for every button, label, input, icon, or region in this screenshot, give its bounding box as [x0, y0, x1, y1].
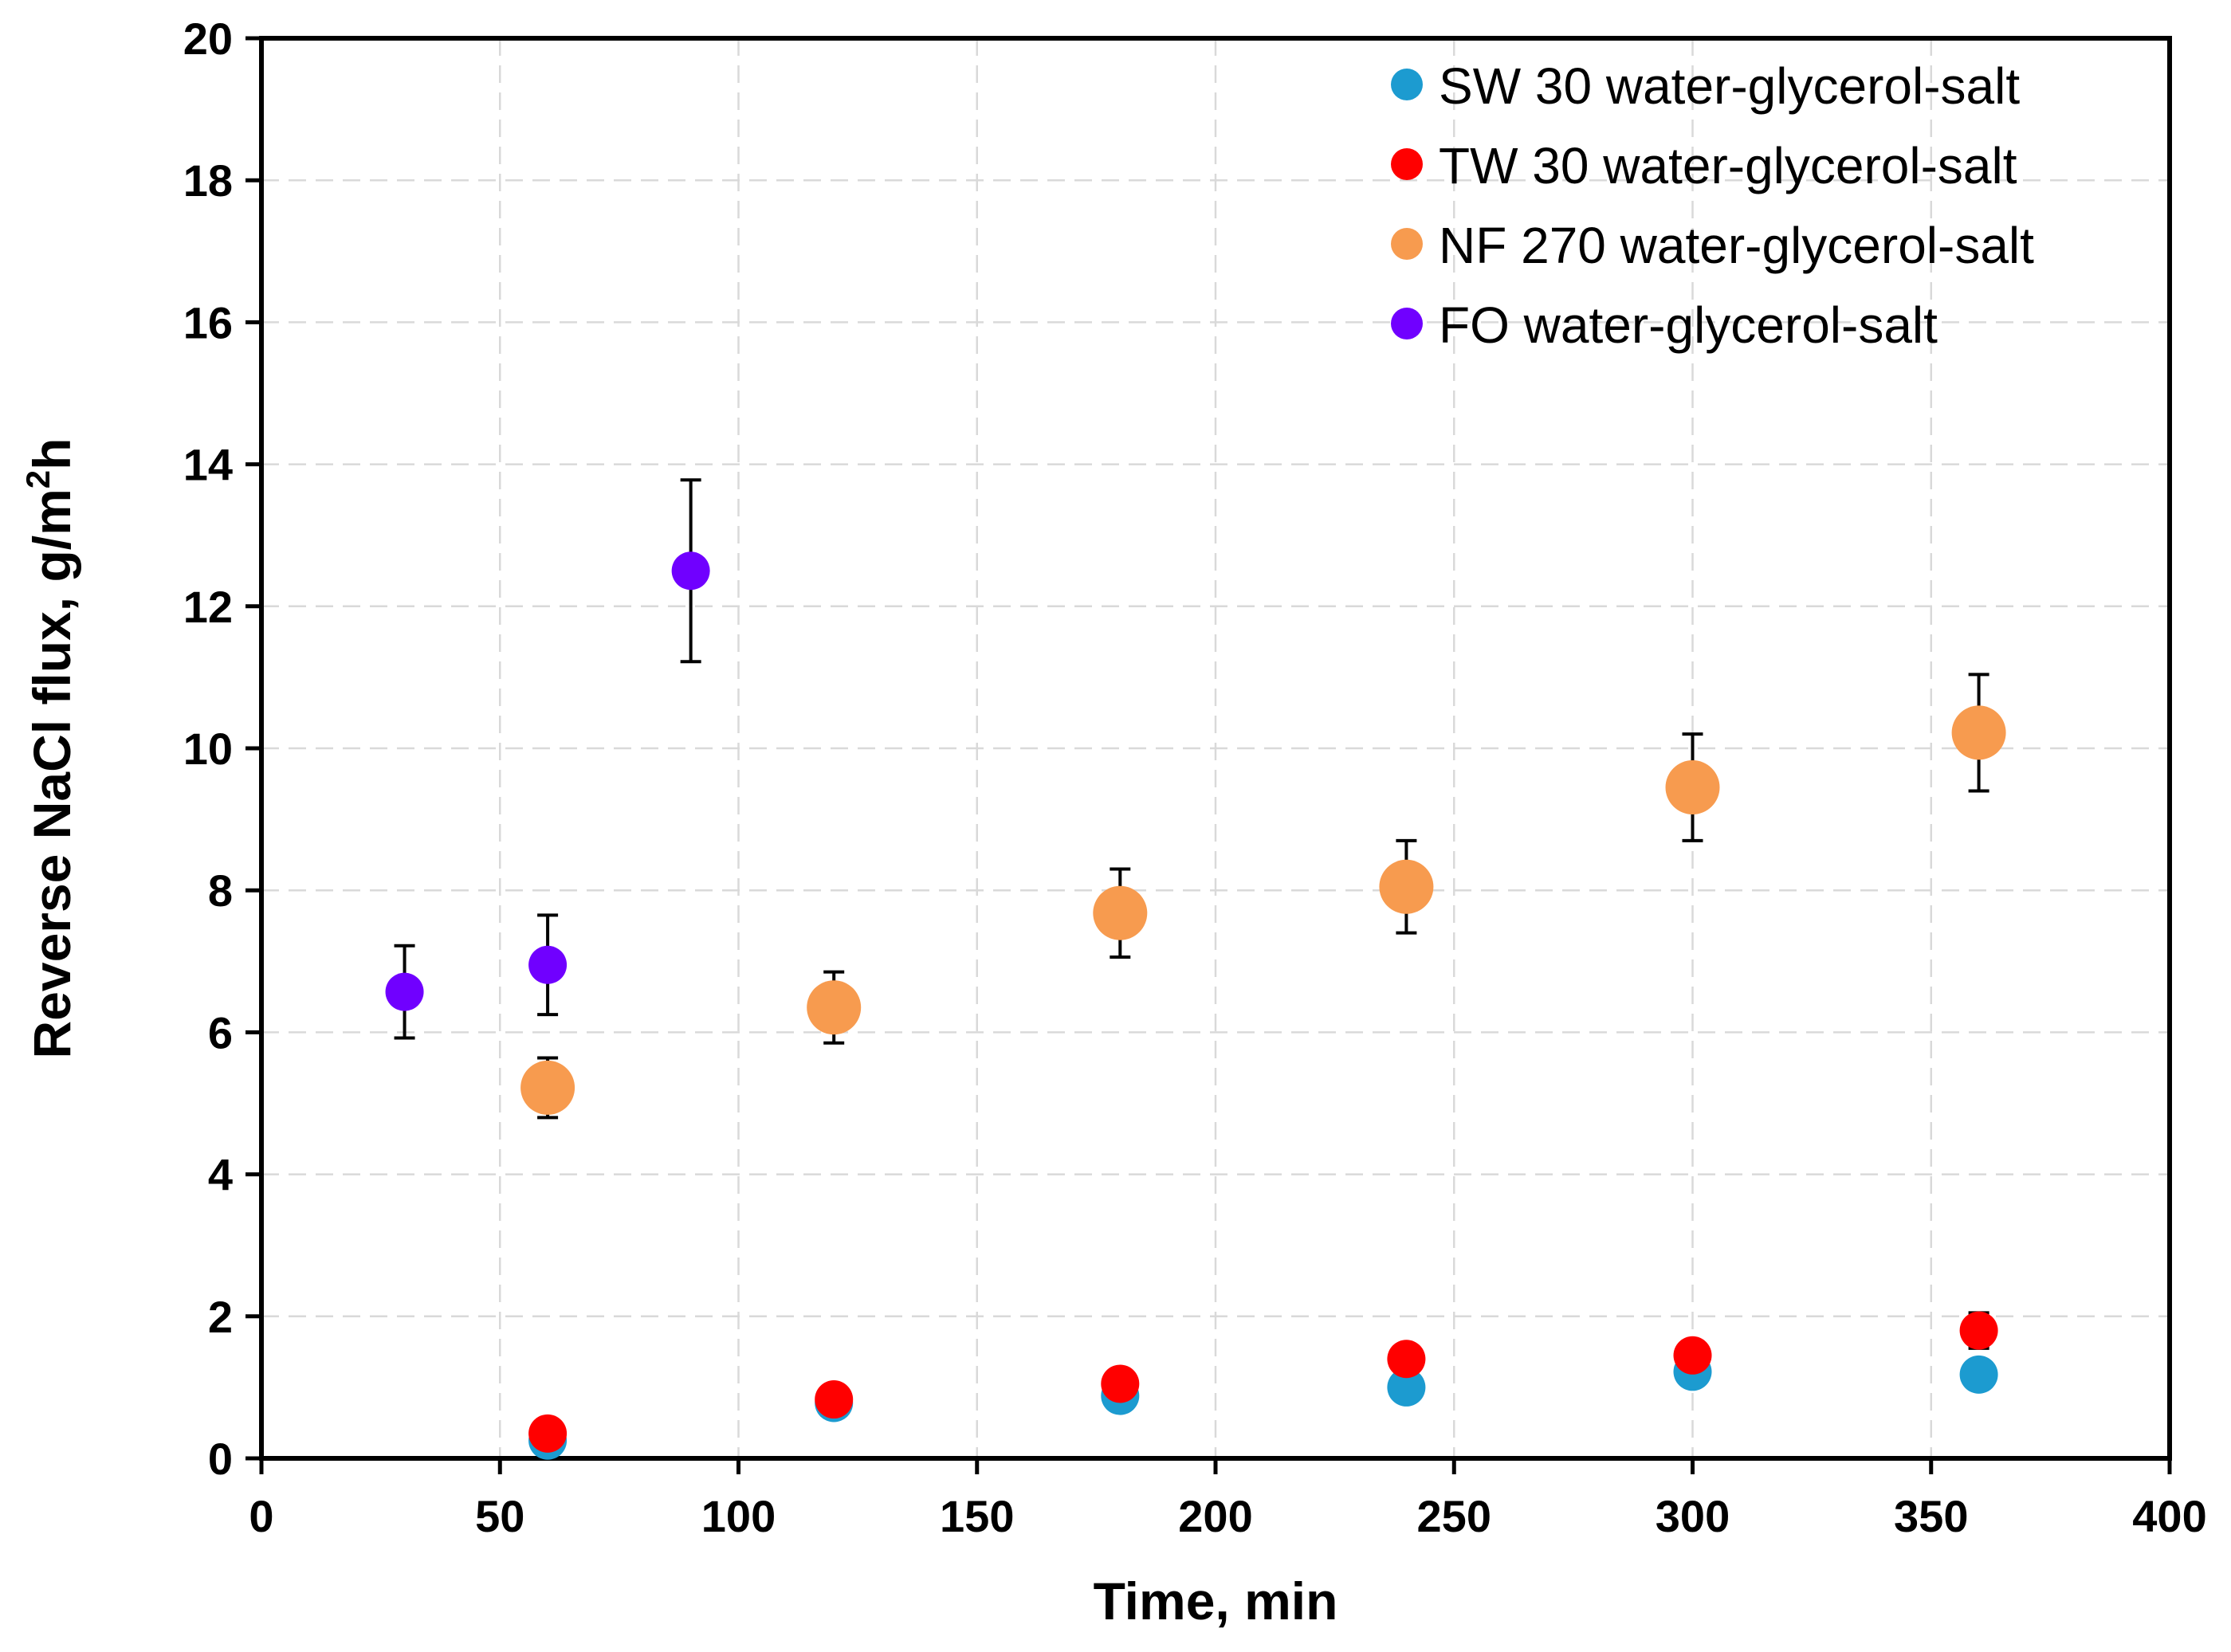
legend-label: TW 30 water-glycerol-salt: [1439, 137, 2017, 194]
y-axis-title-tail: h: [22, 438, 81, 470]
y-tick-label: 14: [183, 440, 233, 490]
data-point: [1101, 1364, 1140, 1403]
data-point: [528, 1414, 568, 1453]
data-point: [1959, 1311, 1998, 1350]
x-tick-label: 400: [2132, 1491, 2206, 1541]
y-axis-title-main: Reverse NaCl flux, g/m: [22, 489, 81, 1058]
x-tick-label: 150: [940, 1491, 1014, 1541]
x-tick-label: 250: [1417, 1491, 1491, 1541]
data-point: [671, 551, 710, 591]
legend-label: NF 270 water-glycerol-salt: [1439, 217, 2034, 274]
y-tick-label: 12: [183, 582, 233, 632]
data-point: [1959, 1355, 1998, 1394]
y-tick-label: 6: [208, 1007, 233, 1058]
data-point: [1673, 1336, 1712, 1375]
legend-label: FO water-glycerol-salt: [1439, 296, 1938, 354]
y-tick-label: 4: [208, 1150, 233, 1200]
y-tick-label: 8: [208, 865, 233, 916]
data-point: [520, 1060, 575, 1115]
data-point: [1387, 1368, 1426, 1407]
data-point: [815, 1380, 854, 1419]
legend-marker: [1391, 148, 1423, 180]
y-tick-label: 18: [183, 155, 233, 206]
legend-label: SW 30 water-glycerol-salt: [1439, 57, 2020, 115]
data-points: [385, 551, 2006, 1460]
y-axis-title-superscript: 2: [19, 470, 57, 489]
y-tick-label: 0: [208, 1434, 233, 1484]
x-tick-label: 0: [249, 1491, 273, 1541]
legend-marker: [1391, 69, 1423, 100]
data-point: [1951, 705, 2006, 760]
grid: [261, 38, 2170, 1458]
data-point: [807, 980, 862, 1035]
y-tick-label: 20: [183, 14, 233, 64]
x-tick-label: 200: [1178, 1491, 1252, 1541]
data-point: [1379, 859, 1434, 914]
data-point: [385, 972, 424, 1011]
x-tick-label: 100: [701, 1491, 776, 1541]
y-tick-label: 10: [183, 724, 233, 774]
legend-marker: [1391, 308, 1423, 339]
x-axis-title: Time, min: [1094, 1572, 1338, 1630]
legend-marker: [1391, 228, 1423, 260]
data-point: [528, 945, 568, 984]
y-tick-label: 16: [183, 297, 233, 347]
error-bars: [394, 478, 1989, 1364]
x-tick-label: 300: [1656, 1491, 1730, 1541]
legend: SW 30 water-glycerol-salt TW 30 water-gly…: [1391, 57, 2034, 354]
x-tick-label: 350: [1894, 1491, 1968, 1541]
y-tick-label: 2: [208, 1292, 233, 1342]
x-tick-label: 50: [475, 1491, 524, 1541]
y-axis-title: Reverse NaCl flux, g/m2h: [19, 438, 81, 1059]
data-point: [1387, 1340, 1426, 1379]
data-point: [1093, 885, 1148, 940]
axis-ticks: 0 50 100 150 200 250 300 350 400 0 2 4 6 8 10 12 14 16 18 2…: [183, 14, 2207, 1541]
data-point: [1665, 760, 1720, 815]
